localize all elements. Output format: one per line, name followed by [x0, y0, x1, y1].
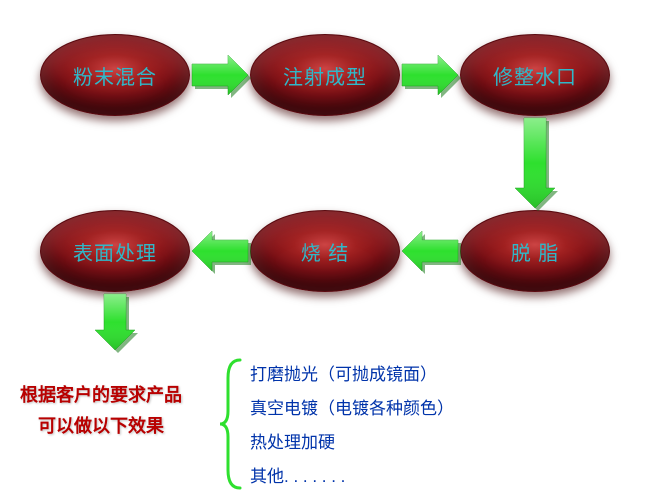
arrow-down [515, 118, 558, 211]
arrow-down [95, 294, 138, 353]
brace-icon [218, 356, 248, 496]
arrow-left [192, 231, 251, 274]
arrow-right [402, 55, 461, 98]
arrow-right [192, 55, 251, 98]
arrow-left [402, 231, 461, 274]
arrows-layer [0, 0, 660, 500]
